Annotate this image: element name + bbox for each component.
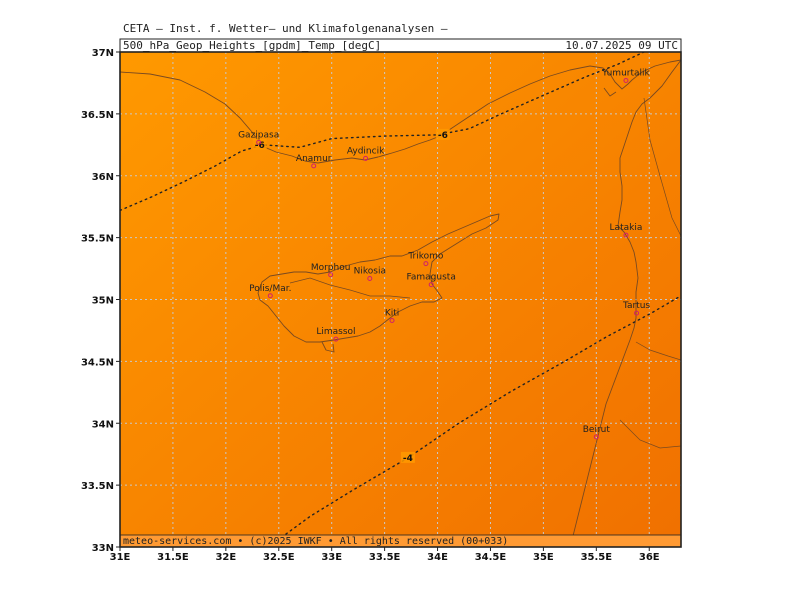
contour-label-0-0: -6 (255, 141, 265, 151)
x-tick-label-5: 33.5E (369, 552, 401, 563)
cyprus-green-line (289, 277, 411, 299)
axes: 31E 31.5E 32E 32.5E 33E 33.5E 34E 34.5E 35E 35.5E… (81, 48, 660, 563)
city-marker-2 (311, 163, 317, 169)
city-marker-1 (256, 139, 262, 145)
city-label-3: Aydincik (347, 146, 385, 156)
y-tick-label-7: 33.5N (81, 481, 114, 492)
y-tick-label-6: 34N (92, 419, 114, 430)
city-marker-13 (593, 434, 599, 440)
contour-line-0 (120, 52, 645, 212)
y-tick-label-4: 35N (92, 296, 114, 307)
header-title: CETA — Inst. f. Wetter— und Klimafolgena… (123, 22, 448, 35)
city-marker-12 (333, 336, 339, 342)
x-tick-label-9: 35.5E (581, 552, 613, 563)
x-tick-label-2: 32E (215, 552, 236, 563)
border-lebanon-syria (635, 341, 681, 361)
y-tick-label-2: 36N (92, 172, 114, 183)
city-marker-10 (389, 318, 395, 324)
header-product: 500_hPa_Geop_Heights_[gpdm]_Temp_[degC] (123, 39, 381, 52)
city-label-6: Trikomo (407, 252, 444, 262)
city-marker-0 (623, 77, 629, 83)
y-tick-label-3: 35.5N (81, 234, 114, 245)
x-tick-label-3: 32.5E (263, 552, 295, 563)
contour-line-1 (267, 295, 681, 547)
city-label-5: Morphou (311, 263, 351, 273)
city-label-11: Tartus (622, 301, 650, 311)
footer-credits: meteo-services.com • (c)2025 IWKF • All … (123, 536, 508, 547)
city-marker-5 (328, 272, 334, 278)
city-marker-4 (623, 232, 629, 238)
borders (289, 97, 681, 449)
header-datetime: 10.07.2025 09 UTC (565, 39, 678, 52)
x-tick-label-1: 31.5E (157, 552, 189, 563)
x-tick-label-7: 34.5E (475, 552, 507, 563)
x-tick-label-6: 34E (427, 552, 448, 563)
border-syria (643, 97, 681, 237)
contour-label-bg-1-0 (400, 451, 415, 463)
cities: Yumurtalik Gazipasa Anamur Aydincik Latakia M… (238, 68, 651, 440)
x-tick-label-10: 36E (639, 552, 660, 563)
city-label-7: Nikosia (354, 266, 386, 276)
coastlines (120, 59, 681, 547)
city-label-0: Yumurtalik (601, 68, 650, 78)
city-label-8: Famagusta (407, 273, 456, 283)
city-marker-7 (367, 275, 373, 281)
city-label-12: Limassol (316, 327, 355, 337)
cyprus-island (257, 213, 500, 343)
city-label-9: Polis/Mar. (249, 284, 291, 294)
x-tick-label-4: 33E (321, 552, 342, 563)
y-tick-label-8: 33N (92, 543, 114, 554)
y-tick-label-0: 37N (92, 48, 114, 59)
coast-accent (321, 87, 617, 353)
contour-label-bg-0-1 (435, 128, 450, 140)
y-tick-label-5: 34.5N (81, 357, 114, 368)
city-marker-6 (423, 261, 429, 267)
coast-turkey (120, 59, 681, 164)
city-label-10: Kiti (385, 309, 399, 319)
coast-syria-lebanon (569, 59, 681, 547)
y-tick-label-1: 36.5N (81, 110, 114, 121)
city-marker-9 (267, 293, 273, 299)
contour-label-1-0: -4 (403, 454, 413, 464)
x-tick-label-8: 35E (533, 552, 554, 563)
city-label-13: Beirut (583, 425, 611, 435)
border-lebanon-south (619, 419, 681, 449)
graticule (120, 52, 681, 547)
city-marker-3 (363, 155, 369, 161)
city-marker-8 (428, 282, 434, 288)
city-marker-11 (634, 310, 640, 316)
contour-label-0-1: -6 (438, 131, 448, 141)
city-label-2: Anamur (296, 154, 332, 164)
x-tick-label-0: 31E (110, 552, 131, 563)
city-label-4: Latakia (610, 223, 643, 233)
city-label-1: Gazipasa (238, 130, 279, 140)
